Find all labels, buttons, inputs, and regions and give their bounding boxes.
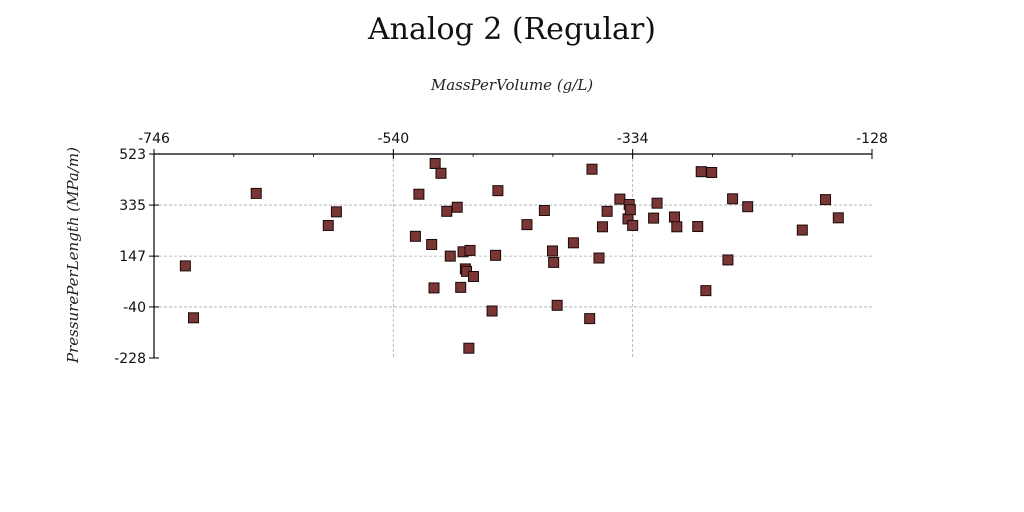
data-point bbox=[492, 185, 504, 197]
axis-layer: -746 -540 -334 -128 -228 -40 147 335 523 bbox=[114, 131, 888, 367]
data-point bbox=[547, 245, 559, 257]
data-point bbox=[700, 285, 712, 297]
data-point bbox=[742, 201, 754, 213]
x-tick-label: -540 bbox=[377, 131, 409, 147]
y-tick-label: 147 bbox=[119, 249, 146, 265]
data-point bbox=[601, 205, 613, 217]
data-point bbox=[521, 219, 533, 231]
data-point bbox=[428, 282, 440, 294]
data-point bbox=[250, 187, 262, 199]
data-point bbox=[551, 299, 563, 311]
y-tick-label: -40 bbox=[123, 300, 146, 316]
data-point bbox=[614, 193, 626, 205]
data-point bbox=[330, 206, 342, 218]
grid-layer bbox=[154, 154, 872, 358]
data-point bbox=[179, 260, 191, 272]
data-point bbox=[444, 250, 456, 262]
data-point bbox=[426, 238, 438, 250]
data-point bbox=[820, 194, 832, 206]
data-point bbox=[695, 166, 707, 178]
data-point bbox=[567, 237, 579, 249]
data-point bbox=[538, 205, 550, 217]
data-point bbox=[727, 193, 739, 205]
data-point bbox=[188, 312, 200, 324]
data-point bbox=[624, 204, 636, 216]
data-point bbox=[706, 166, 718, 178]
data-point bbox=[832, 212, 844, 224]
data-point bbox=[586, 163, 598, 175]
data-point bbox=[722, 254, 734, 266]
data-point bbox=[668, 211, 680, 223]
data-point bbox=[548, 256, 560, 268]
x-axis-label: MassPerVolume (g/L) bbox=[430, 76, 594, 94]
data-point bbox=[651, 197, 663, 209]
data-point bbox=[692, 221, 704, 233]
y-tick-label: -228 bbox=[114, 351, 146, 367]
data-point bbox=[441, 205, 453, 217]
data-point bbox=[455, 281, 467, 293]
x-tick-label: -334 bbox=[617, 131, 649, 147]
data-point bbox=[486, 305, 498, 317]
data-point bbox=[409, 230, 421, 242]
chart-title: Analog 2 (Regular) bbox=[368, 12, 656, 47]
data-point bbox=[467, 271, 479, 283]
data-point bbox=[413, 188, 425, 200]
data-point bbox=[596, 221, 608, 233]
x-tick-label: -746 bbox=[138, 131, 170, 147]
data-point bbox=[463, 342, 475, 354]
data-point bbox=[648, 212, 660, 224]
data-point bbox=[322, 219, 334, 231]
y-tick-label: 335 bbox=[119, 198, 146, 214]
data-point bbox=[451, 201, 463, 213]
data-point bbox=[435, 167, 447, 179]
y-tick-label: 523 bbox=[119, 147, 146, 163]
data-point bbox=[593, 252, 605, 264]
data-point bbox=[584, 313, 596, 325]
points-layer bbox=[179, 158, 844, 354]
data-point bbox=[429, 158, 441, 170]
data-point bbox=[671, 221, 683, 233]
data-point bbox=[490, 249, 502, 261]
x-tick-label: -128 bbox=[856, 131, 888, 147]
data-point bbox=[627, 219, 639, 231]
data-point bbox=[796, 224, 808, 236]
data-point bbox=[464, 244, 476, 256]
